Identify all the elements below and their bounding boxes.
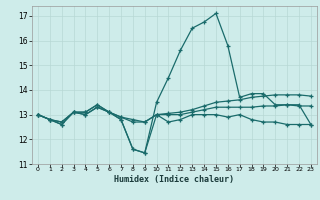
X-axis label: Humidex (Indice chaleur): Humidex (Indice chaleur) bbox=[115, 175, 234, 184]
